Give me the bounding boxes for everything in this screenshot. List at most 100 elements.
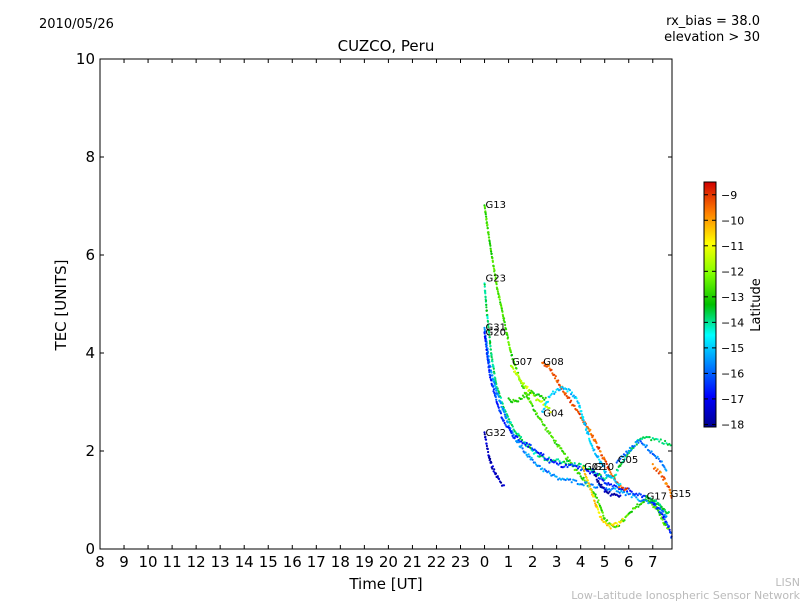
data-point bbox=[550, 392, 553, 395]
data-point bbox=[511, 434, 514, 437]
data-point bbox=[545, 365, 549, 368]
data-point bbox=[606, 519, 609, 522]
data-point bbox=[579, 406, 582, 409]
data-point bbox=[499, 402, 503, 405]
data-point bbox=[499, 481, 503, 484]
data-point bbox=[630, 490, 633, 493]
data-point bbox=[557, 463, 560, 466]
data-point bbox=[499, 400, 502, 403]
data-point bbox=[624, 494, 627, 497]
data-point bbox=[596, 472, 599, 475]
data-point bbox=[643, 443, 646, 446]
data-point bbox=[485, 442, 488, 445]
data-point bbox=[487, 323, 490, 326]
data-point bbox=[651, 437, 654, 440]
data-point bbox=[614, 485, 618, 488]
data-point bbox=[489, 457, 492, 460]
data-point bbox=[566, 460, 569, 463]
data-point bbox=[552, 473, 556, 476]
x-tick-label: 5 bbox=[600, 553, 610, 571]
data-point bbox=[628, 451, 631, 454]
data-point bbox=[669, 444, 672, 447]
data-point bbox=[499, 396, 503, 399]
data-point bbox=[601, 511, 604, 514]
data-point bbox=[485, 303, 488, 306]
data-point bbox=[486, 223, 489, 226]
data-point bbox=[524, 385, 527, 388]
data-point bbox=[658, 440, 661, 443]
data-point bbox=[575, 397, 578, 400]
data-point bbox=[667, 525, 671, 528]
data-point bbox=[491, 374, 494, 377]
data-point bbox=[484, 213, 487, 216]
data-point bbox=[495, 281, 498, 284]
data-point bbox=[541, 467, 544, 470]
data-point bbox=[488, 240, 491, 243]
data-point bbox=[635, 496, 638, 499]
data-point bbox=[636, 439, 639, 443]
data-point bbox=[548, 461, 551, 464]
data-point bbox=[646, 436, 650, 439]
data-point bbox=[499, 410, 502, 413]
x-tick-label: 8 bbox=[95, 553, 105, 571]
data-point bbox=[497, 477, 501, 481]
data-point bbox=[488, 236, 491, 239]
data-point bbox=[508, 343, 511, 346]
data-point bbox=[667, 510, 670, 514]
satellite-label-g04: G04 bbox=[543, 408, 563, 419]
data-point bbox=[601, 519, 604, 522]
data-point bbox=[575, 468, 578, 472]
data-point bbox=[520, 379, 523, 383]
data-point bbox=[614, 480, 617, 483]
data-point bbox=[584, 423, 587, 427]
data-point bbox=[541, 400, 544, 403]
data-point bbox=[494, 276, 497, 279]
data-point bbox=[590, 491, 593, 494]
x-tick-label: 15 bbox=[259, 553, 278, 571]
data-point bbox=[597, 499, 600, 502]
data-point bbox=[613, 478, 616, 481]
data-point bbox=[544, 396, 547, 399]
data-point bbox=[487, 331, 491, 334]
satellite-label-g23: G23 bbox=[486, 274, 506, 285]
data-point bbox=[510, 353, 514, 357]
data-point bbox=[484, 299, 488, 302]
data-point bbox=[665, 442, 668, 445]
colorbar-tick-label: −18 bbox=[721, 418, 744, 431]
x-tick-label: 9 bbox=[119, 553, 129, 571]
plot-frame bbox=[99, 58, 673, 550]
data-point bbox=[649, 497, 652, 500]
colorbar-tick-label: −9 bbox=[721, 189, 737, 202]
data-point bbox=[648, 500, 651, 503]
data-point bbox=[551, 436, 555, 439]
colorbar-tick-label: −16 bbox=[721, 367, 744, 380]
data-point bbox=[570, 463, 574, 466]
data-point bbox=[492, 385, 495, 388]
data-point bbox=[627, 449, 630, 452]
data-point bbox=[540, 394, 543, 398]
data-point bbox=[497, 395, 500, 398]
data-point bbox=[662, 442, 665, 445]
data-point bbox=[555, 462, 559, 465]
data-point bbox=[570, 399, 573, 402]
data-point bbox=[503, 321, 506, 324]
data-point bbox=[563, 465, 566, 468]
data-point bbox=[585, 476, 588, 479]
data-point bbox=[594, 502, 597, 505]
data-point bbox=[524, 443, 527, 446]
data-point bbox=[530, 456, 533, 459]
series-g07b bbox=[507, 389, 547, 404]
data-point bbox=[496, 387, 499, 390]
x-tick-label: 14 bbox=[235, 553, 254, 571]
data-point bbox=[548, 367, 551, 370]
data-point bbox=[579, 475, 582, 478]
data-point bbox=[570, 391, 574, 394]
colorbar-tick-label: −11 bbox=[721, 240, 744, 253]
data-point bbox=[493, 382, 496, 385]
elevation-label: elevation > 30 bbox=[664, 30, 760, 45]
data-point bbox=[483, 285, 486, 288]
data-point bbox=[650, 450, 653, 453]
data-point bbox=[500, 307, 503, 310]
data-point bbox=[526, 385, 529, 388]
data-point bbox=[595, 478, 598, 481]
